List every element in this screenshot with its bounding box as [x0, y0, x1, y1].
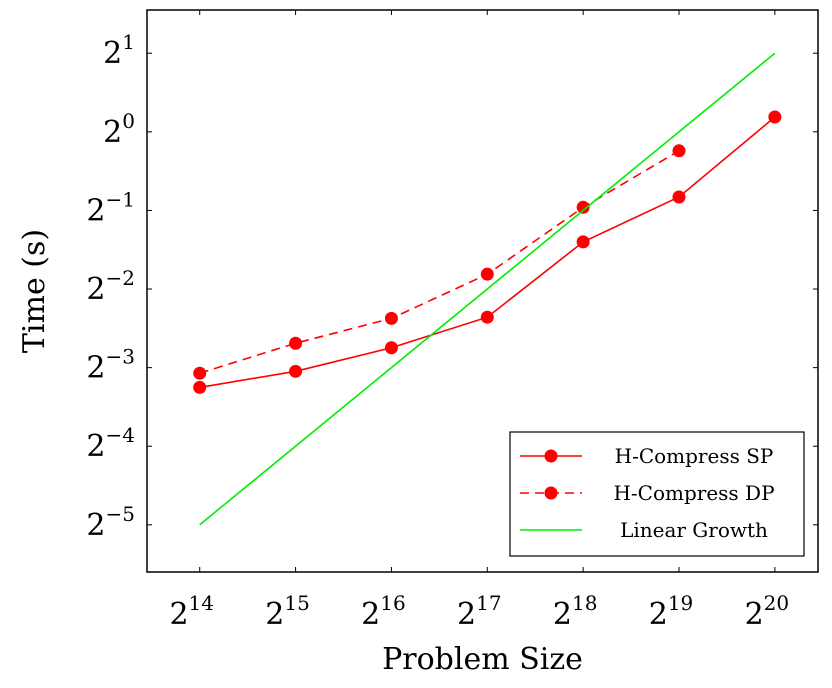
y-tick-base: 2 [86, 193, 105, 228]
data-point [480, 310, 494, 324]
y-tick-base: 2 [103, 36, 122, 71]
x-tick-base: 2 [361, 597, 380, 632]
plot-area-frame [146, 9, 819, 573]
data-point [672, 144, 686, 158]
y-axis-label: Time (s) [17, 229, 52, 353]
legend-label: H-Compress SP [615, 444, 774, 468]
y-tick-label: 2−2 [86, 266, 135, 307]
x-tick-label: 217 [457, 591, 502, 632]
legend-box [509, 431, 805, 557]
y-tick-base: 2 [86, 351, 105, 386]
y-tick-exponent: −1 [106, 187, 135, 211]
data-point [576, 200, 590, 214]
x-tick-base: 2 [649, 597, 668, 632]
y-tick-exponent: −5 [106, 502, 135, 526]
data-point [480, 267, 494, 281]
x-tick-label: 218 [553, 591, 598, 632]
x-tick-label: 214 [169, 591, 214, 632]
x-tick-label: 216 [361, 591, 406, 632]
x-tick-exponent: 18 [572, 591, 597, 615]
x-tick-base: 2 [457, 597, 476, 632]
series-group [193, 52, 782, 526]
data-point [289, 336, 303, 350]
x-tick-exponent: 19 [668, 591, 693, 615]
y-tick-label: 2−1 [86, 187, 135, 228]
y-tick-label: 21 [103, 30, 135, 71]
y-tick-exponent: −3 [106, 345, 135, 369]
y-tick-base: 2 [86, 429, 105, 464]
series-line-1 [199, 150, 680, 374]
y-tick-label: 2−5 [86, 502, 135, 543]
x-tick-base: 2 [553, 597, 572, 632]
legend-swatch-marker [544, 486, 558, 500]
legend: H-Compress SP H-Compress DP Linear Growth [509, 431, 805, 557]
data-point [193, 380, 207, 394]
data-point [384, 341, 398, 355]
x-tick-label: 220 [745, 591, 790, 632]
data-point [289, 364, 303, 378]
x-tick-base: 2 [745, 597, 764, 632]
legend-swatch-marker [544, 449, 558, 463]
x-tick-base: 2 [169, 597, 188, 632]
x-tick-exponent: 14 [189, 591, 214, 615]
x-tick-exponent: 15 [284, 591, 309, 615]
x-tick-exponent: 20 [764, 591, 789, 615]
legend-label: Linear Growth [620, 518, 768, 542]
legend-label: H-Compress DP [613, 481, 774, 505]
data-point [193, 366, 207, 380]
x-tick-base: 2 [265, 597, 284, 632]
x-tick-label: 219 [649, 591, 694, 632]
y-tick-exponent: −4 [106, 423, 135, 447]
y-tick-label: 20 [103, 109, 135, 150]
y-tick-exponent: 1 [122, 30, 135, 54]
y-tick-exponent: 0 [122, 109, 135, 133]
data-point [576, 235, 590, 249]
data-point [768, 110, 782, 124]
data-point [384, 311, 398, 325]
x-tick-label: 215 [265, 591, 310, 632]
y-tick-label: 2−4 [86, 423, 135, 464]
series-line-2 [199, 52, 776, 526]
y-tick-base: 2 [86, 508, 105, 543]
y-tick-base: 2 [86, 272, 105, 307]
data-point [672, 190, 686, 204]
x-tick-exponent: 17 [476, 591, 501, 615]
y-tick-exponent: −2 [106, 266, 135, 290]
y-tick-label: 2−3 [86, 345, 135, 386]
x-tick-exponent: 16 [380, 591, 405, 615]
x-axis-label: Problem Size [382, 642, 583, 677]
y-tick-base: 2 [103, 115, 122, 150]
